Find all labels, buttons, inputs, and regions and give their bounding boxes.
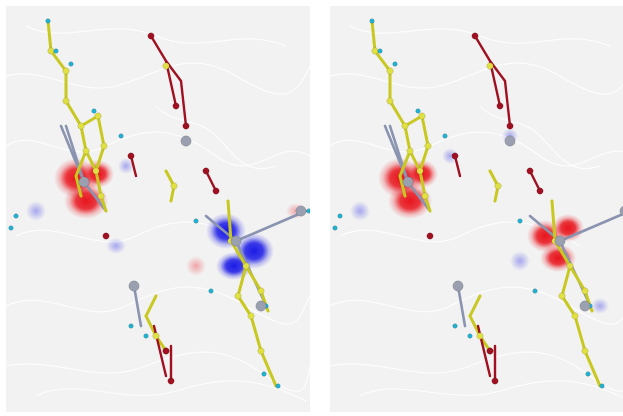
orbital-render-left (6, 18, 310, 402)
carbon-bonds (46, 19, 278, 388)
orbital-lobes (26, 158, 306, 280)
metal-bonds (59, 124, 308, 328)
contour-lines (6, 25, 310, 402)
oxygen-atoms (102, 32, 220, 385)
orbital-panel-left (6, 6, 310, 412)
hydrogen-atoms (8, 18, 310, 389)
carbon-atoms (47, 47, 265, 355)
metal-atoms (402, 135, 623, 312)
oxygen-bonds (129, 34, 218, 383)
orbital-lobes (350, 128, 609, 314)
orbital-panel-right (330, 6, 623, 412)
oxygen-atoms (426, 32, 544, 385)
contour-lines (330, 25, 623, 399)
oxygen-bonds (453, 34, 542, 383)
orbital-render-right (330, 18, 623, 399)
carbon-bonds (370, 19, 602, 388)
hydrogen-atoms (332, 18, 605, 389)
metal-atoms (78, 135, 307, 312)
